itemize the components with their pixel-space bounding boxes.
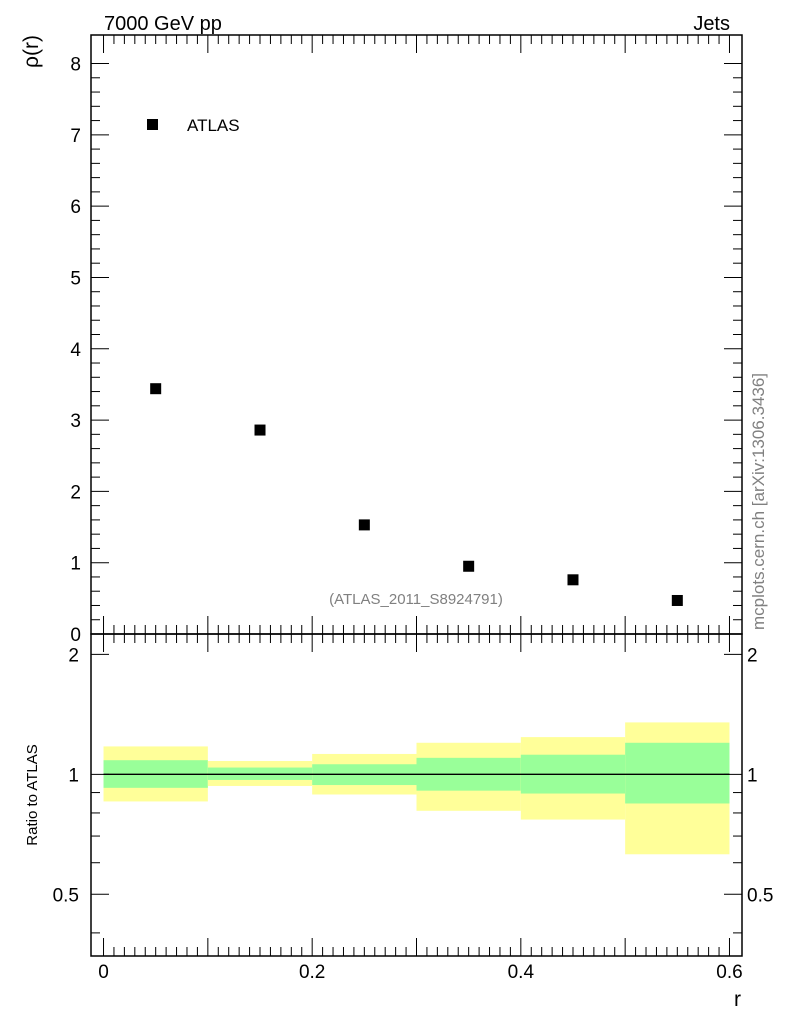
y-tick-label: 5: [70, 268, 81, 289]
legend-marker-atlas: [147, 119, 158, 130]
y-tick-label-right: 2: [747, 645, 758, 666]
y-tick-label: 0: [70, 625, 81, 646]
y-tick-label: 8: [70, 55, 81, 76]
analysis-id-label: (ATLAS_2011_S8924791): [329, 591, 503, 608]
data-point: [254, 424, 266, 436]
y-tick-label: 3: [70, 411, 81, 432]
data-point: [150, 383, 162, 395]
y-tick-label: 1: [70, 554, 81, 575]
y-tick-label: 7: [70, 126, 81, 147]
x-tick-label: 0.6: [716, 962, 742, 983]
ratio-plot: 0.5 0.5 1 1 2 2 0 0.2 0.4 0.6 Ratio to ATLAS r: [24, 633, 774, 1011]
ratio-frame: [90, 633, 743, 957]
process-title: Jets: [693, 13, 730, 35]
y-tick-label-left: 2: [68, 645, 79, 666]
ratio-band-inner: [625, 742, 730, 804]
data-point: [358, 519, 370, 531]
ratio-y-tick-labels: 0.5 0.5 1 1 2 2: [53, 645, 774, 906]
y-tick-label: 6: [70, 197, 81, 218]
legend-label-atlas: ATLAS: [187, 116, 240, 135]
x-tick-label: 0.2: [299, 962, 325, 983]
y-tick-label-left: 0.5: [53, 885, 79, 906]
ratio-bands: [103, 722, 730, 855]
main-y-axis-label: ρ(r): [20, 35, 43, 68]
data-point: [567, 574, 579, 586]
y-tick-label-right: 1: [747, 765, 758, 786]
y-tick-label: 4: [70, 340, 81, 361]
main-y-tick-labels: 0 1 2 3 4 5 6 7 8: [70, 55, 81, 646]
x-tick-label: 0: [98, 962, 109, 983]
data-point: [463, 560, 475, 572]
main-plot: 0 1 2 3 4 5 6 7 8 ρ(r) ATLAS (ATLAS_2011_S892479…: [20, 34, 743, 646]
y-tick-label-right: 0.5: [747, 885, 773, 906]
y-tick-label: 2: [70, 482, 81, 503]
energy-title: 7000 GeV pp: [104, 13, 222, 35]
main-ticks: [91, 35, 742, 635]
x-tick-labels: 0 0.2 0.4 0.6: [98, 962, 742, 983]
x-tick-label: 0.4: [508, 962, 535, 983]
watermark: mcplots.cern.ch [arXiv:1306.3436]: [749, 373, 768, 630]
ratio-ticks: [91, 634, 742, 956]
ratio-y-axis-label: Ratio to ATLAS: [24, 744, 41, 845]
x-axis-label: r: [734, 988, 741, 1011]
y-tick-label-left: 1: [68, 765, 79, 786]
data-point: [671, 594, 683, 606]
data-points: [150, 383, 683, 606]
